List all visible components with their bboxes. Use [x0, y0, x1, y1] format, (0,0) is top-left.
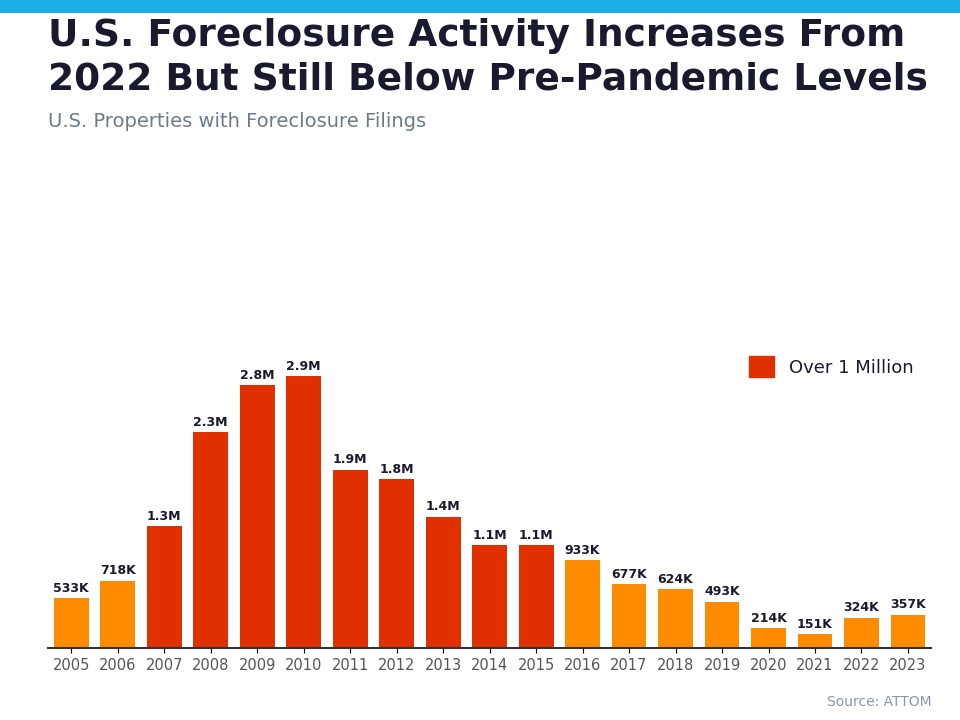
- Text: 1.1M: 1.1M: [472, 528, 507, 541]
- Bar: [425, 517, 461, 648]
- Bar: [705, 602, 739, 648]
- Text: 2.9M: 2.9M: [286, 360, 321, 373]
- Bar: [751, 628, 786, 648]
- Text: U.S. Properties with Foreclosure Filings: U.S. Properties with Foreclosure Filings: [48, 112, 426, 130]
- Text: 1.3M: 1.3M: [147, 510, 181, 523]
- Bar: [612, 585, 646, 648]
- Text: 533K: 533K: [54, 582, 89, 595]
- Bar: [147, 526, 181, 648]
- Bar: [333, 469, 368, 648]
- Text: 2.3M: 2.3M: [194, 416, 228, 429]
- Text: 1.1M: 1.1M: [518, 528, 553, 541]
- Text: Source: ATTOM: Source: ATTOM: [827, 696, 931, 709]
- Text: 933K: 933K: [564, 544, 600, 557]
- Bar: [891, 614, 925, 648]
- Text: 493K: 493K: [705, 585, 740, 598]
- Bar: [565, 560, 600, 648]
- Text: 324K: 324K: [844, 601, 879, 614]
- Text: 151K: 151K: [797, 618, 833, 631]
- Text: 624K: 624K: [658, 573, 693, 586]
- Text: 1.9M: 1.9M: [333, 454, 368, 467]
- Bar: [379, 479, 414, 648]
- Bar: [100, 580, 135, 648]
- Text: 214K: 214K: [751, 611, 786, 625]
- Bar: [54, 598, 88, 648]
- Text: 1.8M: 1.8M: [379, 463, 414, 476]
- Text: 718K: 718K: [100, 564, 135, 577]
- Bar: [518, 545, 554, 648]
- Text: 2.8M: 2.8M: [240, 369, 275, 382]
- Text: U.S. Foreclosure Activity Increases From: U.S. Foreclosure Activity Increases From: [48, 18, 905, 54]
- Text: 1.4M: 1.4M: [426, 500, 461, 513]
- Bar: [193, 432, 228, 648]
- Bar: [798, 634, 832, 648]
- Bar: [844, 618, 879, 648]
- Bar: [240, 385, 275, 648]
- Legend: Over 1 Million: Over 1 Million: [740, 348, 923, 387]
- Bar: [472, 545, 507, 648]
- Bar: [286, 376, 321, 648]
- Text: 357K: 357K: [890, 598, 925, 611]
- Bar: [659, 590, 693, 648]
- Text: 677K: 677K: [612, 568, 647, 581]
- Text: 2022 But Still Below Pre-Pandemic Levels: 2022 But Still Below Pre-Pandemic Levels: [48, 61, 928, 97]
